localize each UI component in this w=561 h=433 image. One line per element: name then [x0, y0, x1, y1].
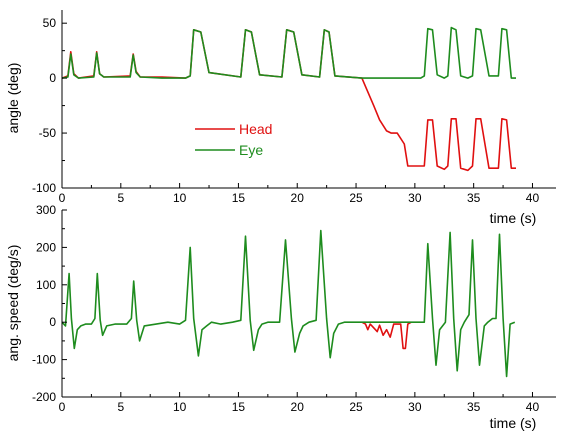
speed-series-eye-line — [61, 229, 516, 378]
angle-y-tick-label: -50 — [39, 126, 57, 140]
speed-x-tick-label: 40 — [526, 400, 540, 414]
angle-y-tick-label: 50 — [43, 16, 57, 30]
speed-x-tick-label: 5 — [117, 400, 124, 414]
speed-x-tick-label: 35 — [467, 400, 481, 414]
speed-y-tick-label: 0 — [49, 315, 56, 329]
angle-y-axis: -100 -50 0 50 — [32, 10, 67, 195]
angle-panel: 0 5 10 15 20 25 30 35 40 -100 -50 0 50 time (s) ang… — [5, 10, 556, 226]
angle-x-tick-label: 35 — [467, 191, 481, 205]
legend-head-label: Head — [239, 121, 272, 137]
speed-y-tick-label: 100 — [36, 278, 56, 292]
speed-x-axis-label: time (s) — [490, 415, 537, 431]
angle-x-tick-label: 0 — [59, 191, 66, 205]
angle-y-tick-label: 0 — [49, 71, 56, 85]
speed-y-axis-label: ang. speed (deg/s) — [5, 245, 21, 362]
speed-y-axis: -200 -100 0 100 200 300 — [32, 203, 67, 404]
angle-x-tick-label: 15 — [232, 191, 246, 205]
speed-y-tick-label: -100 — [32, 353, 56, 367]
speed-series-head-line — [361, 321, 412, 350]
speed-y-tick-label: 200 — [36, 240, 56, 254]
legend: Head Eye — [195, 121, 272, 158]
speed-x-tick-label: 20 — [291, 400, 305, 414]
angle-x-axis-label: time (s) — [490, 210, 537, 226]
speed-y-tick-label: -200 — [32, 390, 56, 404]
angle-x-tick-label: 25 — [349, 191, 363, 205]
speed-x-tick-label: 0 — [59, 400, 66, 414]
legend-eye-label: Eye — [239, 142, 263, 158]
angle-y-tick-label: -100 — [32, 181, 56, 195]
speed-x-tick-label: 15 — [232, 400, 246, 414]
speed-x-tick-label: 25 — [349, 400, 363, 414]
angle-x-tick-label: 20 — [291, 191, 305, 205]
angle-series-head-line — [61, 29, 516, 172]
speed-x-tick-label: 10 — [173, 400, 187, 414]
angle-plot-lines — [61, 26, 516, 172]
angle-x-tick-label: 5 — [117, 191, 124, 205]
speed-x-tick-label: 30 — [408, 400, 422, 414]
angle-y-axis-label: angle (deg) — [5, 63, 21, 134]
angle-x-tick-label: 10 — [173, 191, 187, 205]
angle-x-tick-label: 30 — [408, 191, 422, 205]
speed-panel: 0 5 10 15 20 25 30 35 40 -200 -100 0 100 200 300 time… — [5, 203, 556, 431]
angle-series-eye-line — [61, 26, 516, 79]
angle-x-tick-label: 40 — [526, 191, 540, 205]
angle-x-axis: 0 5 10 15 20 25 30 35 40 — [59, 183, 556, 205]
speed-y-tick-label: 300 — [36, 203, 56, 217]
speed-plot-lines — [61, 229, 516, 378]
speed-x-axis: 0 5 10 15 20 25 30 35 40 — [59, 392, 556, 414]
